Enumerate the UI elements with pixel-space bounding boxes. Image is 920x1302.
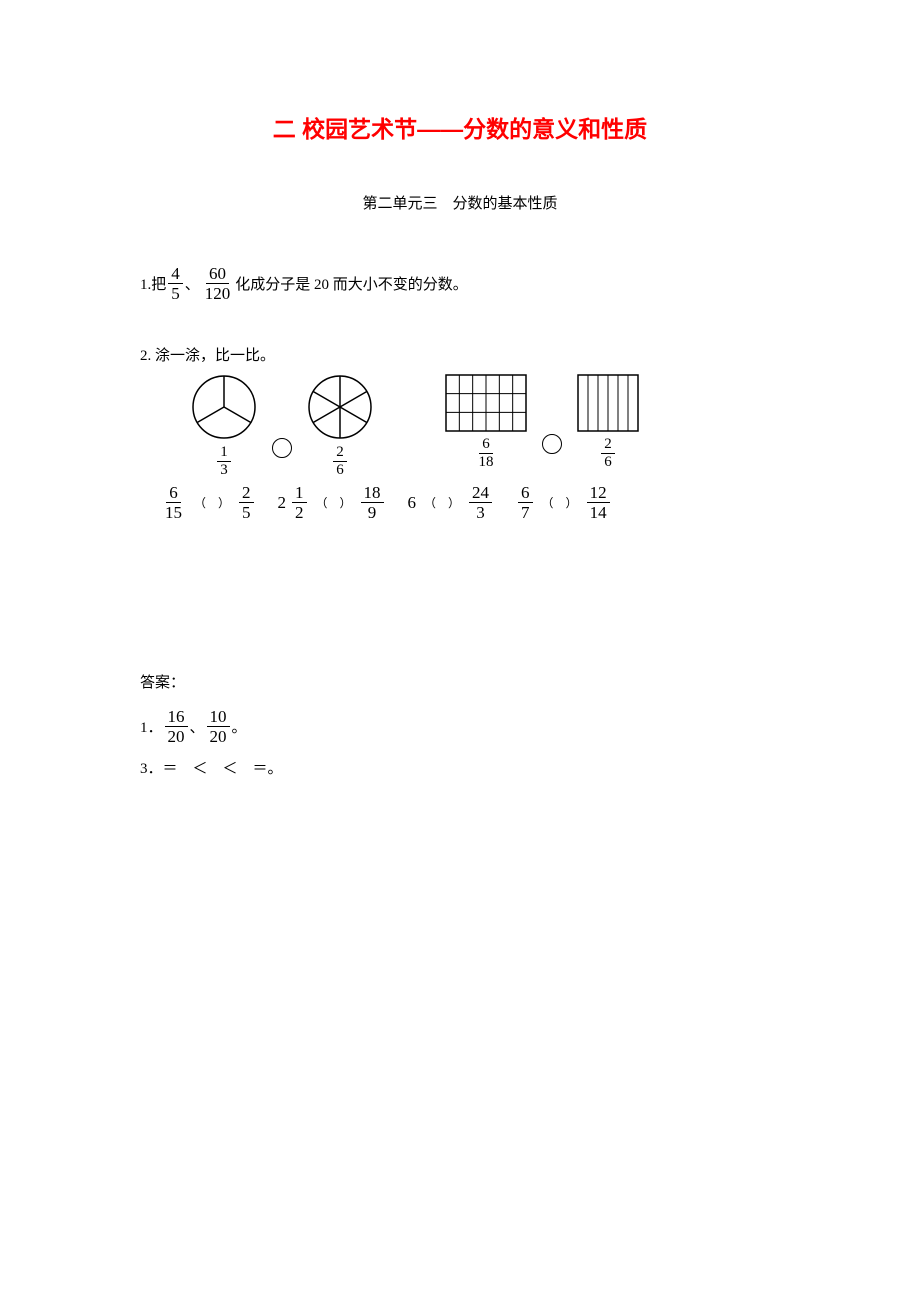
paren-blank: （ ）	[542, 494, 578, 511]
numerator: 6	[479, 437, 493, 454]
numerator: 60	[206, 265, 229, 284]
denominator: 2	[292, 503, 307, 521]
numerator: 1	[292, 484, 307, 503]
fraction-10-20: 10 20	[207, 708, 230, 745]
fraction: 6 7	[518, 484, 533, 521]
denominator: 7	[518, 503, 533, 521]
numerator: 6	[518, 484, 533, 503]
whole-number: 6	[408, 493, 417, 513]
circle-3-parts-icon	[190, 373, 258, 441]
answers-section: 答案： 1． 16 20 、 10 20 。 3．＝ ＜ ＜ ＝。	[140, 671, 790, 778]
separator: 、	[185, 273, 200, 294]
numerator: 2	[239, 484, 254, 503]
numerator: 4	[168, 265, 183, 284]
main-title: 二 校园艺术节——分数的意义和性质	[130, 110, 790, 144]
diagram-group-left: 1 3 2 6	[190, 373, 374, 478]
compare-4: 6 7 （ ） 12 14	[516, 484, 612, 521]
fraction: 12 14	[587, 484, 610, 521]
paren-blank: （ ）	[424, 494, 460, 511]
denominator: 14	[587, 503, 610, 521]
question-1: 1.把 4 5 、 60 120 化成分子是 20 而大小不变的分数。	[140, 265, 790, 302]
answer-3: 3．＝ ＜ ＜ ＝。	[140, 757, 790, 778]
fraction: 2 5	[239, 484, 254, 521]
compare-2: 2 1 2 （ ） 18 9	[278, 484, 386, 521]
whole-part: 2	[278, 493, 287, 513]
circle-thirds: 1 3	[190, 373, 258, 478]
numerator: 2	[601, 437, 615, 454]
fraction: 1 2	[292, 484, 307, 521]
fraction-1-3: 1 3	[217, 445, 231, 478]
separator: 、	[190, 716, 205, 737]
denominator: 18	[476, 454, 497, 470]
fraction-6-18: 6 18	[476, 437, 497, 470]
paren-blank: （ ）	[194, 494, 230, 511]
denominator: 9	[365, 503, 380, 521]
question-3: 6 15 （ ） 2 5 2 1 2 （ ） 18 9 6 （ ） 24 3 6…	[160, 484, 790, 521]
denominator: 3	[473, 503, 488, 521]
fraction-2-6: 2 6	[333, 445, 347, 478]
numerator: 6	[166, 484, 181, 503]
fraction-4-5: 4 5	[168, 265, 183, 302]
numerator: 16	[165, 708, 188, 727]
compare-1: 6 15 （ ） 2 5	[160, 484, 256, 521]
diagram-group-right: 6 18 2 6	[444, 373, 640, 470]
question-2-diagrams: 1 3 2 6	[190, 373, 790, 478]
circle-sixths: 2 6	[306, 373, 374, 478]
denominator: 6	[333, 462, 347, 478]
fraction: 6 15	[162, 484, 185, 521]
answers-label: 答案：	[140, 671, 790, 692]
compare-blank-icon	[542, 434, 562, 454]
denominator: 120	[202, 284, 234, 302]
q1-suffix: 化成分子是 20 而大小不变的分数。	[235, 273, 468, 294]
q1-prefix: 1.把	[140, 273, 166, 294]
denominator: 3	[217, 462, 231, 478]
numerator: 1	[217, 445, 231, 462]
numerator: 24	[469, 484, 492, 503]
fraction-2-6: 2 6	[601, 437, 615, 470]
denominator: 15	[162, 503, 185, 521]
denominator: 20	[207, 727, 230, 745]
grid-18: 6 18	[444, 373, 528, 470]
fraction-16-20: 16 20	[165, 708, 188, 745]
denominator: 5	[239, 503, 254, 521]
denominator: 5	[168, 284, 183, 302]
fraction-60-120: 60 120	[202, 265, 234, 302]
fraction: 24 3	[469, 484, 492, 521]
ans1-suffix: 。	[232, 716, 247, 737]
circle-6-parts-icon	[306, 373, 374, 441]
numerator: 10	[207, 708, 230, 727]
answer-1: 1． 16 20 、 10 20 。	[140, 708, 790, 745]
compare-blank-icon	[272, 438, 292, 458]
fraction: 18 9	[361, 484, 384, 521]
numerator: 12	[587, 484, 610, 503]
ans1-prefix: 1．	[140, 716, 163, 737]
grid-3x6-icon	[444, 373, 528, 433]
subtitle: 第二单元三 分数的基本性质	[130, 192, 790, 213]
grid-6: 2 6	[576, 373, 640, 470]
compare-3: 6 （ ） 24 3	[408, 484, 495, 521]
question-2-label: 2. 涂一涂，比一比。	[140, 344, 790, 365]
numerator: 2	[333, 445, 347, 462]
paren-blank: （ ）	[316, 494, 352, 511]
grid-1x6-icon	[576, 373, 640, 433]
denominator: 20	[165, 727, 188, 745]
numerator: 18	[361, 484, 384, 503]
denominator: 6	[601, 454, 615, 470]
